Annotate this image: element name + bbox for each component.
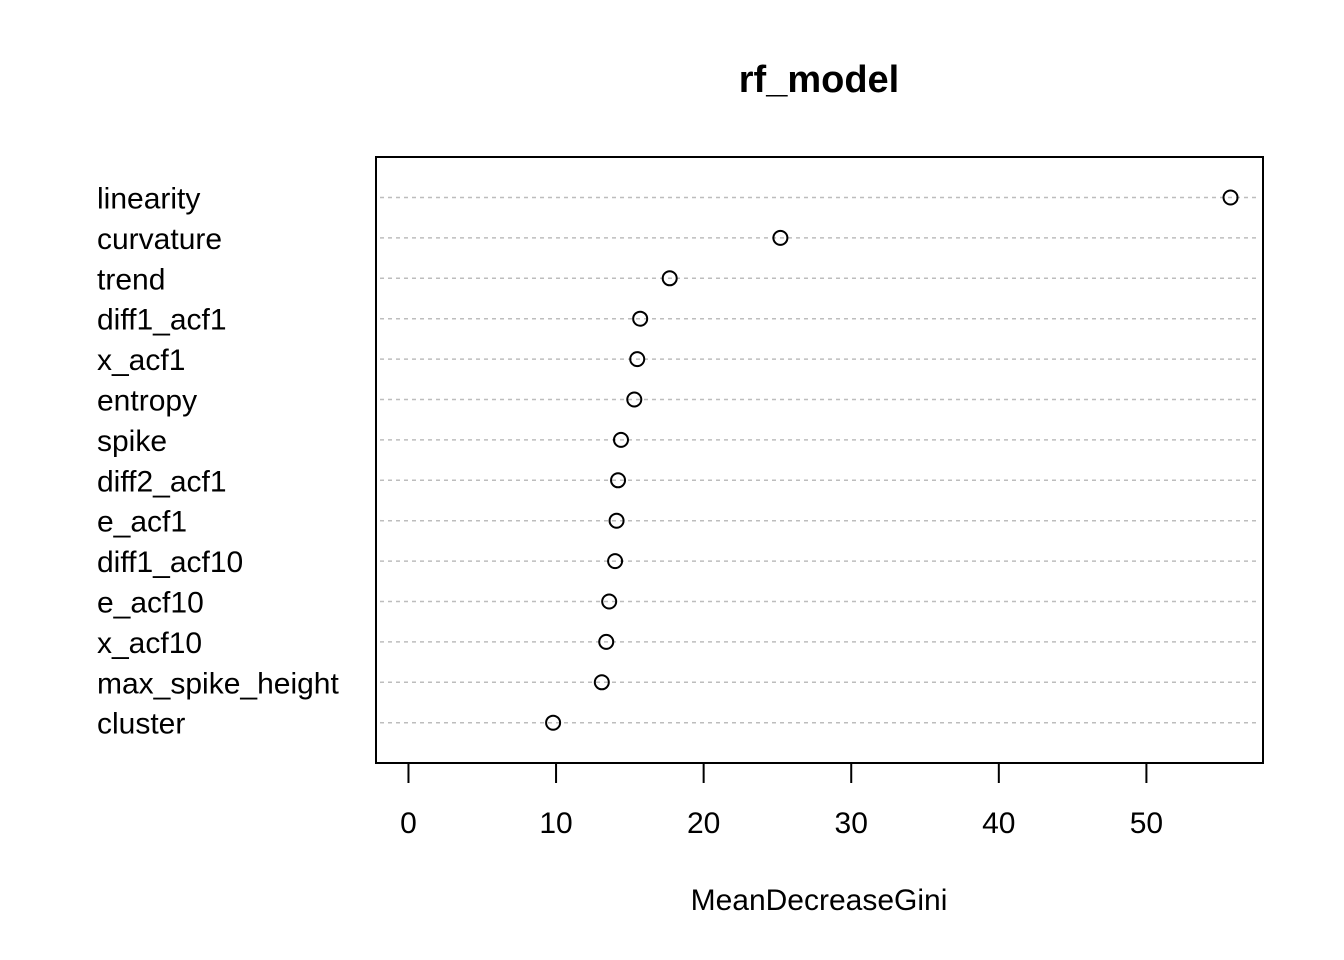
category-label: e_acf10: [97, 587, 204, 620]
data-point: [598, 633, 615, 650]
data-point: [601, 593, 618, 610]
category-label: entropy: [97, 385, 197, 418]
x-tick-label: 50: [1130, 807, 1163, 840]
category-label: diff1_acf10: [97, 546, 243, 579]
category-labels: linearity curvature trend diff1_acf1 x_acf1e…: [97, 183, 339, 741]
category-label: spike: [97, 425, 167, 458]
category-label: diff2_acf1: [97, 465, 227, 498]
data-point: [545, 714, 562, 731]
data-point: [629, 351, 646, 368]
data-point: [610, 472, 627, 489]
data-point: [593, 674, 610, 691]
category-label: linearity: [97, 183, 200, 216]
plot-frame: [375, 156, 1264, 764]
data-point: [612, 431, 629, 448]
data-point: [632, 310, 649, 327]
data-point: [772, 229, 789, 246]
data-point: [1222, 189, 1239, 206]
x-axis-label: MeanDecreaseGini: [691, 884, 948, 917]
data-point: [626, 391, 643, 408]
data-points: [545, 189, 1239, 731]
category-label: trend: [97, 263, 165, 296]
x-tick-label: 10: [539, 807, 572, 840]
category-label: diff1_acf1: [97, 304, 227, 337]
category-label: cluster: [97, 708, 185, 741]
data-point: [608, 512, 625, 529]
x-axis: 0 10 20 30 40 50: [400, 762, 1163, 840]
category-label: x_acf1: [97, 344, 185, 377]
x-tick-label: 40: [982, 807, 1015, 840]
x-tick-label: 30: [835, 807, 868, 840]
x-tick-label: 20: [687, 807, 720, 840]
data-point: [607, 553, 624, 570]
chart-title: rf_model: [739, 59, 899, 101]
guide-lines: [380, 196, 1259, 724]
data-point: [661, 270, 678, 287]
category-label: curvature: [97, 223, 222, 256]
category-label: max_spike_height: [97, 667, 339, 700]
x-tick-label: 0: [400, 807, 417, 840]
category-label: x_acf10: [97, 627, 202, 660]
category-label: e_acf1: [97, 506, 187, 539]
